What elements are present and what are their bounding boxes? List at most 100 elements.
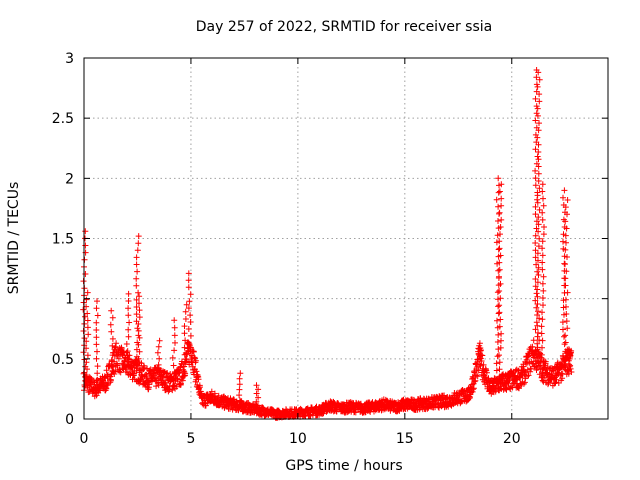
- data-point: [535, 221, 542, 228]
- data-point: [169, 354, 176, 361]
- data-point: [172, 339, 178, 346]
- data-point: [114, 352, 121, 359]
- data-point: [534, 279, 541, 286]
- data-point: [562, 232, 569, 239]
- data-point: [494, 339, 501, 345]
- data-point: [535, 214, 542, 221]
- data-point: [185, 277, 192, 284]
- data-point: [162, 379, 169, 386]
- data-point: [567, 365, 574, 372]
- data-point: [562, 296, 569, 303]
- data-point: [123, 341, 130, 347]
- data-points: [80, 67, 575, 421]
- data-point: [110, 364, 116, 370]
- data-point: [559, 375, 566, 382]
- data-point: [133, 275, 140, 282]
- data-point: [181, 330, 188, 337]
- data-point: [560, 238, 566, 245]
- data-point: [474, 373, 481, 380]
- data-point: [534, 83, 541, 90]
- data-point: [497, 252, 504, 259]
- data-point: [182, 316, 189, 322]
- data-point: [532, 254, 539, 261]
- data-point: [84, 366, 90, 373]
- data-point: [472, 377, 479, 384]
- data-point: [125, 326, 132, 333]
- data-point: [125, 290, 132, 297]
- data-point: [107, 321, 114, 328]
- data-point: [534, 105, 541, 112]
- data-point: [539, 181, 546, 188]
- data-point: [539, 238, 546, 245]
- data-point: [496, 288, 503, 294]
- data-point: [109, 335, 116, 342]
- x-tick-label: 20: [503, 431, 521, 447]
- data-point: [185, 270, 192, 277]
- data-point: [496, 209, 503, 216]
- data-point: [532, 283, 539, 290]
- data-point: [135, 362, 142, 369]
- data-point: [186, 298, 193, 305]
- data-point: [561, 187, 568, 194]
- data-point: [141, 364, 148, 371]
- data-point: [133, 367, 140, 374]
- data-point: [535, 69, 542, 76]
- data-point: [534, 153, 541, 160]
- data-point: [494, 317, 500, 324]
- data-point: [93, 355, 100, 362]
- data-point: [135, 355, 142, 362]
- data-point: [94, 298, 100, 305]
- data-point: [103, 367, 110, 374]
- data-point: [237, 403, 244, 409]
- data-point: [497, 295, 504, 302]
- data-point: [495, 203, 502, 210]
- data-point: [192, 357, 199, 364]
- data-point: [94, 312, 101, 319]
- data-point: [93, 327, 100, 333]
- data-point: [123, 366, 130, 373]
- data-point: [564, 325, 571, 332]
- data-point: [539, 295, 546, 301]
- data-point: [563, 311, 570, 317]
- data-point: [154, 349, 161, 356]
- data-point: [536, 120, 542, 127]
- data-point: [536, 363, 543, 370]
- data-point: [477, 363, 484, 369]
- data-point: [533, 261, 540, 268]
- data-point: [94, 370, 101, 377]
- data-point: [136, 300, 142, 307]
- data-point: [539, 209, 546, 216]
- data-point: [495, 189, 502, 196]
- data-point: [480, 361, 487, 368]
- data-point: [109, 342, 116, 349]
- data-point: [539, 245, 546, 252]
- data-point: [195, 376, 202, 383]
- data-point: [82, 271, 89, 277]
- data-point: [84, 317, 91, 324]
- data-point: [93, 341, 100, 348]
- data-point: [183, 301, 190, 308]
- data-point: [540, 195, 546, 202]
- data-point: [471, 378, 478, 385]
- data-point: [82, 242, 89, 249]
- data-point: [535, 272, 542, 278]
- data-point: [497, 224, 504, 230]
- data-point: [528, 365, 535, 372]
- data-point: [236, 397, 243, 404]
- data-point: [560, 355, 567, 362]
- data-point: [136, 334, 143, 341]
- data-point: [496, 373, 503, 380]
- data-point: [125, 298, 132, 304]
- data-point: [182, 308, 189, 315]
- data-point: [532, 175, 539, 182]
- data-point: [536, 91, 543, 98]
- data-point: [135, 289, 142, 296]
- data-point: [493, 360, 500, 367]
- data-point: [532, 247, 539, 254]
- data-point: [155, 373, 162, 380]
- data-point: [84, 310, 91, 317]
- data-point: [562, 204, 569, 211]
- data-point: [535, 243, 542, 250]
- data-point: [253, 382, 260, 389]
